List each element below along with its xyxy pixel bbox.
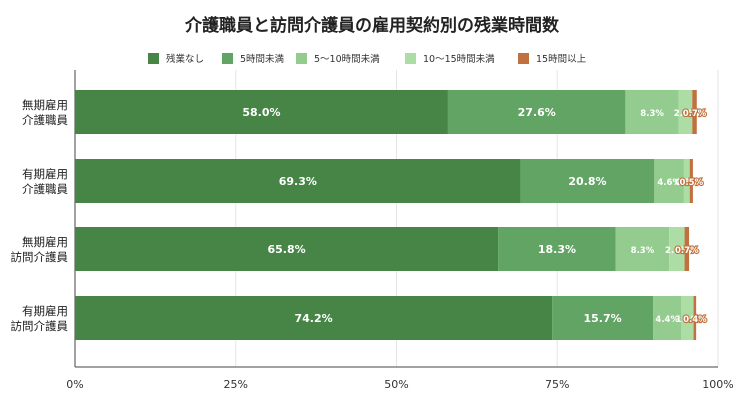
data-label: 20.8%: [568, 175, 606, 188]
legend-swatch: [148, 53, 159, 64]
data-label: 8.3%: [631, 246, 655, 256]
bar-segment: [684, 227, 690, 271]
bar-segment: [669, 227, 685, 271]
bar-segment: [552, 296, 654, 340]
legend-swatch: [296, 53, 307, 64]
data-label: 0.9%: [675, 178, 699, 188]
x-axis-ticks: 0% 25% 50% 75% 100%: [66, 378, 733, 391]
bar-segment: [625, 90, 679, 134]
bar-segment: [498, 227, 616, 271]
legend-swatch: [518, 53, 529, 64]
bars: 58.0% 27.6% 8.3% 2.1%0.7%69.3% 20.8% 4.6%0.9%…: [75, 90, 708, 340]
y-category-label: 無期雇用訪問介護員: [11, 235, 69, 264]
bar-segment: [654, 159, 684, 203]
data-label: 65.8%: [267, 243, 305, 256]
y-category-label: 有期雇用訪問介護員: [11, 304, 69, 333]
legend-swatch: [222, 53, 233, 64]
legend-label: 5〜10時間未満: [314, 53, 380, 65]
legend-swatch: [405, 53, 416, 64]
data-label: 0.7%: [683, 109, 707, 119]
y-category-label: 有期雇用介護職員: [22, 167, 68, 196]
data-label: 18.3%: [538, 243, 576, 256]
data-label: 69.3%: [279, 175, 317, 188]
x-tick-label: 75%: [545, 378, 569, 391]
x-tick-label: 0%: [66, 378, 83, 391]
data-label: 8.3%: [640, 109, 664, 119]
bar-segment: [692, 90, 697, 134]
data-label: 74.2%: [294, 312, 332, 325]
data-label: 0.4%: [683, 315, 707, 325]
legend-label: 残業なし: [166, 53, 204, 65]
chart-title: 介護職員と訪問介護員の雇用契約別の残業時間数: [184, 15, 560, 36]
bar-segment: [683, 159, 690, 203]
data-label: 15.7%: [583, 312, 621, 325]
data-label: 2.1%: [674, 109, 698, 119]
bar-segment: [678, 90, 693, 134]
bar-segment: [681, 296, 694, 340]
data-label: 1.9%: [676, 315, 700, 325]
legend-label: 5時間未満: [240, 53, 285, 65]
bar-segment: [75, 159, 521, 203]
data-label: 0.5%: [680, 178, 704, 188]
bar-segment: [615, 227, 670, 271]
x-tick-label: 25%: [224, 378, 248, 391]
bar-segment: [693, 296, 697, 340]
bar-segment: [520, 159, 655, 203]
data-label: 4.6%: [657, 178, 681, 188]
x-tick-label: 100%: [702, 378, 733, 391]
data-label: 0.7%: [675, 246, 699, 256]
legend: 残業なし 5時間未満 5〜10時間未満 10〜15時間未満 15時間以上: [148, 53, 587, 65]
bar-segment: [75, 227, 499, 271]
data-label: 27.6%: [518, 106, 556, 119]
data-label: 2.4%: [665, 246, 689, 256]
bar-segment: [75, 90, 448, 134]
data-label: 58.0%: [242, 106, 280, 119]
y-category-label: 無期雇用介護職員: [22, 98, 68, 127]
legend-label: 15時間以上: [536, 54, 587, 65]
bar-segment: [447, 90, 626, 134]
bar-segment: [75, 296, 553, 340]
bar-segment: [689, 159, 693, 203]
legend-label: 10〜15時間未満: [423, 53, 495, 65]
bar-segment: [653, 296, 682, 340]
x-tick-label: 50%: [384, 378, 408, 391]
data-label: 4.4%: [655, 315, 679, 325]
